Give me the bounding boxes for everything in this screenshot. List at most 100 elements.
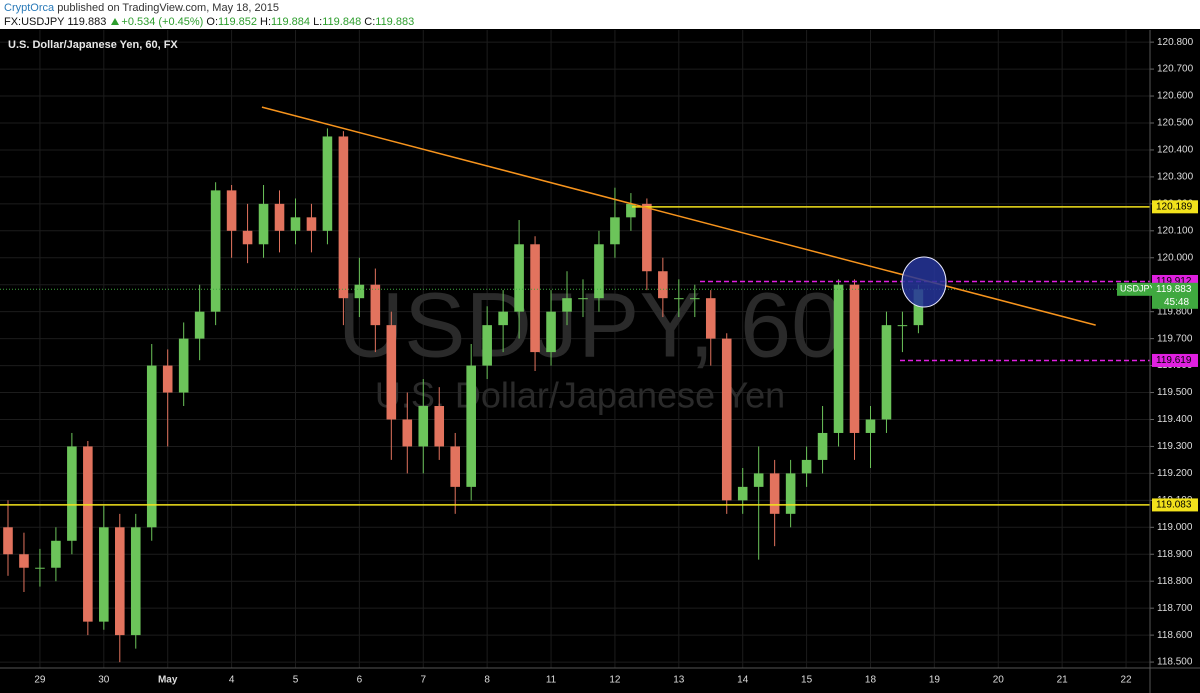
candle-body: [130, 527, 141, 636]
candle-body: [434, 406, 445, 447]
x-tick-label: 11: [546, 675, 557, 686]
candle-body: [258, 203, 269, 245]
level-label: 119.619: [1156, 355, 1192, 366]
y-tick-label: 119.700: [1157, 333, 1193, 344]
y-tick-label: 119.000: [1157, 522, 1193, 533]
change: +0.534 (+0.45%): [121, 16, 204, 28]
candle-body: [737, 486, 748, 501]
y-tick-label: 120.600: [1157, 91, 1194, 102]
price-label: 119.883: [1156, 284, 1192, 295]
x-tick-label: 19: [929, 675, 941, 686]
author[interactable]: CryptOrca: [4, 2, 55, 14]
candle-body: [482, 325, 492, 366]
y-tick-label: 119.200: [1157, 468, 1193, 479]
candle-body: [690, 298, 700, 300]
candle-body: [498, 311, 508, 326]
up-icon: [111, 18, 120, 25]
candle-body: [833, 284, 844, 433]
candle-body: [51, 540, 61, 568]
x-tick-label: 14: [737, 675, 749, 686]
candle-body: [578, 298, 588, 300]
candle-body: [418, 406, 429, 447]
candle-body: [226, 190, 237, 231]
grid: [0, 30, 1200, 693]
publish-line: CryptOrca published on TradingView.com, …: [4, 2, 279, 14]
candle-body: [785, 473, 796, 514]
candle-body: [769, 473, 780, 514]
ohlc-label: C:: [364, 16, 376, 28]
candle-body: [626, 203, 636, 218]
candle-body: [546, 311, 556, 353]
ohlc-value: 119.883: [375, 16, 415, 28]
x-tick-label: 7: [420, 675, 426, 686]
x-tick-label: 21: [1057, 675, 1069, 686]
x-tick-label: 13: [673, 675, 685, 686]
candle-body: [897, 325, 908, 327]
y-tick-label: 119.500: [1157, 387, 1193, 398]
candle-body: [99, 527, 109, 622]
x-tick-label: 18: [865, 675, 877, 686]
y-tick-label: 120.300: [1157, 172, 1194, 183]
candle-body: [354, 284, 365, 299]
candle-body: [402, 419, 413, 447]
y-tick-label: 120.100: [1157, 225, 1194, 236]
header: CryptOrca published on TradingView.com, …: [0, 0, 1200, 29]
candle-body: [162, 365, 173, 393]
y-tick-label: 119.300: [1157, 441, 1193, 452]
candle-body: [865, 419, 876, 433]
candle-body: [115, 527, 125, 636]
y-tick-label: 118.500: [1157, 657, 1193, 668]
candle-body: [450, 446, 460, 487]
x-tick-label: 30: [98, 675, 110, 686]
candle-body: [674, 298, 684, 300]
candle-body: [194, 311, 205, 339]
candle-body: [35, 567, 45, 569]
candle-body: [306, 217, 317, 231]
y-tick-label: 118.600: [1157, 630, 1193, 641]
countdown: 45:48: [1164, 297, 1189, 308]
x-tick-label: 20: [993, 675, 1005, 686]
published: published on TradingView.com, May 18, 20…: [57, 2, 279, 14]
candle-body: [753, 473, 764, 487]
candle-body: [19, 554, 29, 568]
y-tick-label: 120.000: [1157, 252, 1194, 263]
candle-body: [658, 271, 668, 299]
candle-body: [83, 446, 93, 622]
candle-body: [721, 338, 732, 501]
ohlc-label: L:: [313, 16, 323, 28]
x-tick-label: 29: [34, 675, 46, 686]
trendline: [261, 106, 1096, 326]
ohlc-label: H:: [260, 16, 272, 28]
candle-body: [705, 298, 716, 339]
y-tick-label: 120.400: [1157, 145, 1194, 156]
candle-body: [242, 230, 253, 245]
candle-body: [801, 459, 812, 474]
x-tick-label: 5: [293, 675, 299, 686]
candle-body: [3, 527, 13, 555]
x-tick-label: 12: [609, 675, 621, 686]
last: 119.883: [67, 16, 107, 28]
highlight-ellipse: [901, 256, 947, 308]
ohlc-value: 119.852: [218, 16, 257, 28]
candle-body: [610, 217, 620, 245]
x-tick-label: 6: [357, 675, 363, 686]
candle-body: [67, 446, 77, 541]
candle-body: [178, 338, 189, 393]
price-box: [1152, 282, 1198, 309]
candle-body: [849, 284, 860, 433]
y-tick-label: 118.800: [1157, 576, 1193, 587]
candle-body: [817, 432, 828, 460]
level-label-box: [1152, 353, 1198, 367]
ohlc-value: 119.848: [322, 16, 362, 28]
symbol-box: [1117, 282, 1152, 296]
level-label-box: [1152, 200, 1198, 214]
y-tick-label: 120.700: [1157, 64, 1194, 75]
level-label: 119.912: [1156, 276, 1192, 287]
plot-background: [0, 30, 1200, 693]
candle-body: [913, 289, 924, 326]
y-tick-label: 118.700: [1157, 603, 1193, 614]
candle-body: [274, 203, 285, 231]
chart-title: U.S. Dollar/Japanese Yen, 60, FX: [8, 39, 178, 51]
